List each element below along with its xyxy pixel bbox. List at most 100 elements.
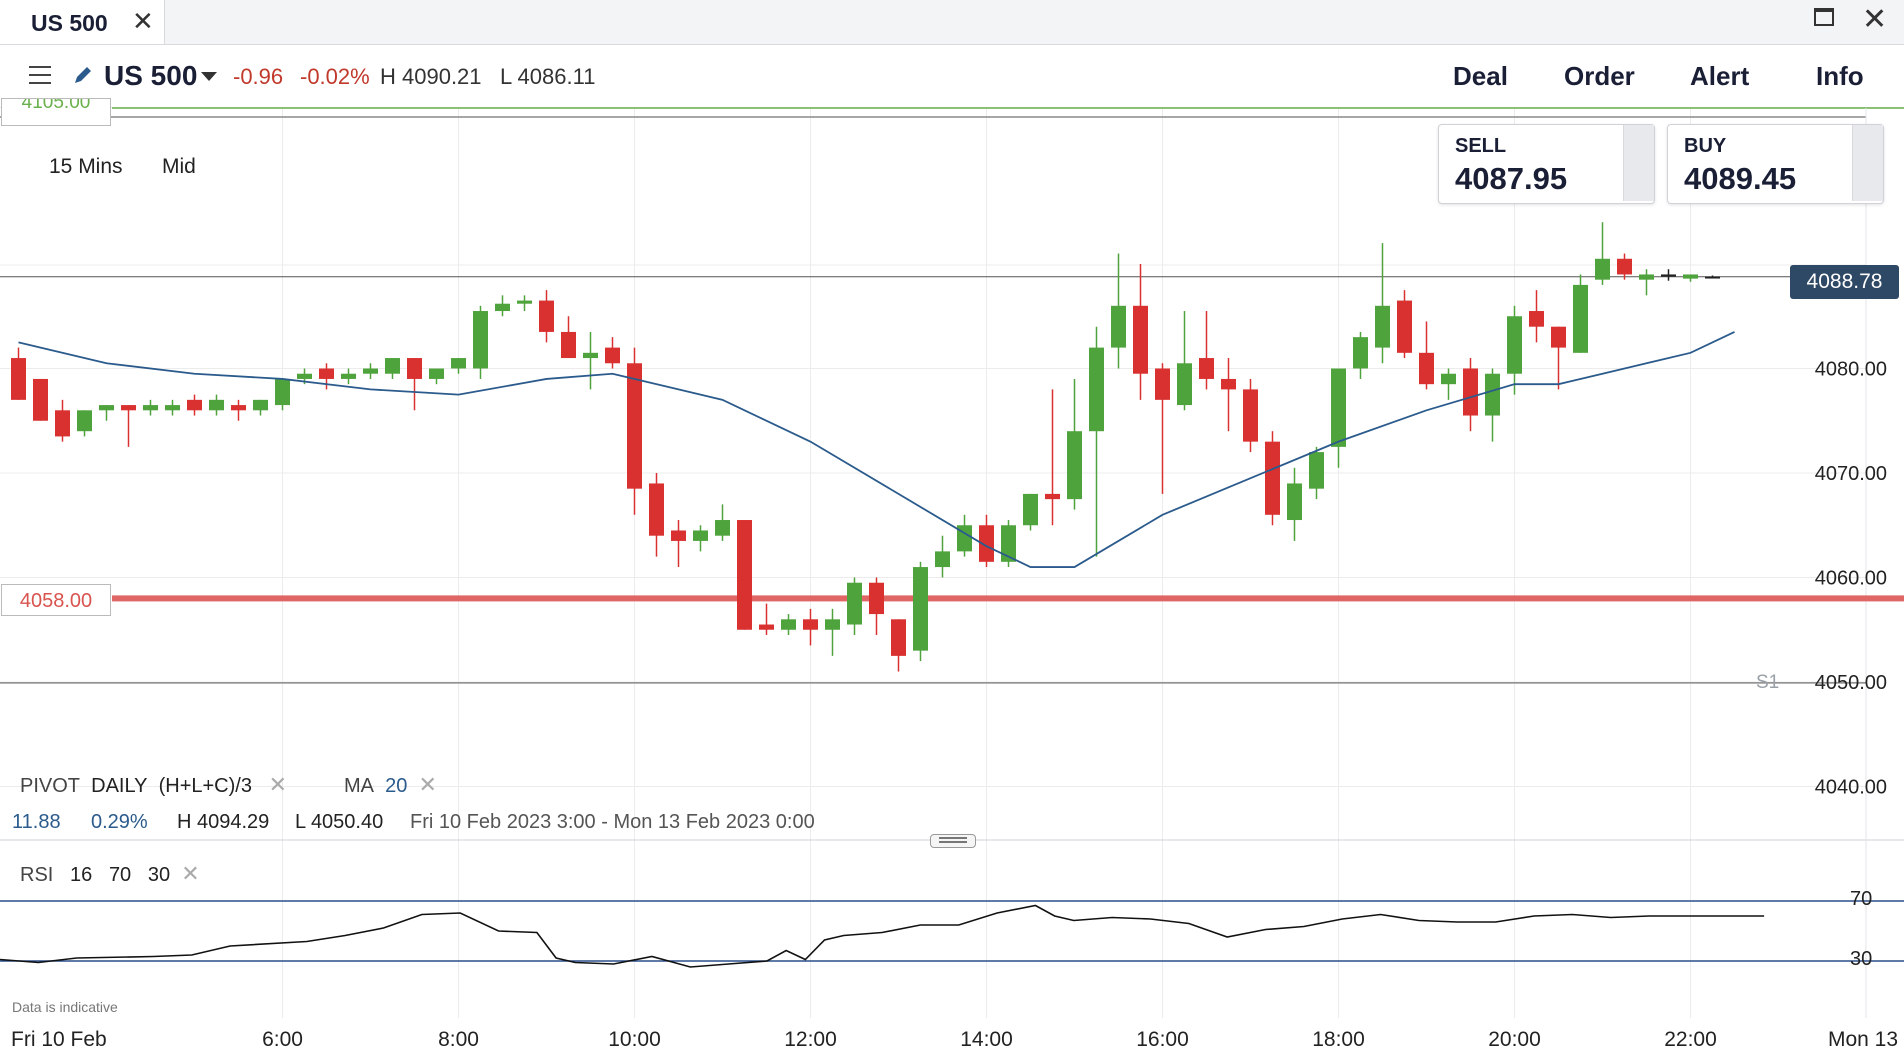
candle-body (363, 368, 378, 374)
candle-body (473, 311, 488, 369)
chart-levels (0, 276, 1904, 684)
pencil-icon[interactable] (72, 64, 94, 86)
candle-body (693, 530, 708, 541)
candle-body (55, 410, 70, 437)
rsi-param-period: 16 (70, 864, 93, 886)
candle-body (935, 551, 950, 568)
deal-button[interactable]: Deal (1453, 61, 1508, 91)
pivot-formula: (H+L+C)/3 (158, 775, 252, 797)
rsi-legend: RSI 16 70 30 ✕ (20, 861, 200, 887)
candle-body (737, 520, 752, 630)
pivot-remove-icon[interactable]: ✕ (268, 772, 288, 797)
stats-change-abs: 11.88 (12, 811, 61, 833)
candle-body (33, 378, 48, 421)
stats-high: H 4094.29 (177, 811, 270, 833)
candle-body (1089, 347, 1104, 432)
y-axis: 4080.00 4070.00 4060.00 4050.00 4040.00 (1815, 359, 1887, 799)
candle-body (561, 331, 576, 359)
rsi-remove-icon[interactable]: ✕ (181, 861, 200, 886)
rsi-level-70: 70 (1850, 888, 1873, 910)
candlestick-series (11, 222, 1720, 672)
maximize-icon[interactable] (1814, 8, 1834, 26)
window-tab[interactable] (0, 0, 165, 44)
sell-button[interactable]: SELL 4087.95 (1438, 124, 1655, 204)
ma-line (18, 331, 1735, 568)
buy-price: 4089.45 (1684, 161, 1797, 196)
candle-body (1221, 378, 1236, 390)
x-tick-label: 10:00 (608, 1028, 661, 1051)
tab-close-icon[interactable]: ✕ (132, 6, 154, 36)
candle-body (781, 619, 796, 630)
candle-body (913, 567, 928, 651)
candle-body (605, 347, 620, 364)
session-low: L 4086.11 (500, 64, 596, 89)
rsi-param-lower: 30 (147, 864, 171, 886)
x-tick-label: 6:00 (262, 1028, 303, 1051)
window-title-bar (0, 0, 1904, 45)
ma-remove-icon[interactable]: ✕ (418, 772, 437, 797)
data-disclaimer: Data is indicative (12, 999, 118, 1015)
candle-body (1683, 274, 1698, 279)
ma-name: MA (344, 775, 374, 797)
candle-body (1067, 431, 1082, 500)
buy-button[interactable]: BUY 4089.45 (1667, 124, 1884, 204)
price-change-percent: -0.02% (300, 64, 370, 89)
candle-body (121, 405, 136, 411)
hamburger-icon[interactable] (29, 66, 51, 84)
pivot-legend: PIVOT DAILY (H+L+C)/3 ✕ (20, 772, 287, 798)
candle-body (429, 368, 444, 379)
candle-body (847, 582, 862, 625)
candle-body (1573, 284, 1588, 353)
candle-body (209, 399, 224, 411)
candle-body (1023, 493, 1038, 526)
candle-body (253, 399, 268, 411)
candle-body (517, 300, 532, 304)
x-tick-label: Fri 10 Feb (11, 1028, 107, 1051)
chart-grid (0, 107, 1904, 1018)
candle-body (1353, 337, 1368, 369)
price-type-selector[interactable]: Mid (162, 155, 196, 178)
instrument-header (0, 45, 1904, 108)
candle-body (1551, 326, 1566, 348)
candle-body (1287, 483, 1302, 521)
level-line-label[interactable]: 4058.00 (1, 584, 111, 616)
ma-period: 20 (385, 775, 408, 797)
rsi-param-upper: 70 (108, 864, 132, 886)
candle-body (1199, 358, 1214, 379)
candle-body (627, 363, 642, 489)
candle-body (407, 358, 422, 379)
instrument-name[interactable]: US 500 (104, 60, 198, 91)
y-tick-label: 4040.00 (1815, 777, 1887, 799)
candle-body (1507, 316, 1522, 374)
pane-resize-handle[interactable] (930, 834, 976, 848)
x-tick-label: 22:00 (1664, 1028, 1717, 1051)
level-line (112, 595, 1904, 602)
chevron-down-icon[interactable] (201, 72, 217, 81)
candle-body (187, 399, 202, 411)
sell-label: SELL (1455, 135, 1507, 157)
y-tick-label: 4060.00 (1815, 568, 1887, 590)
interval-selector[interactable]: 15 Mins (49, 155, 123, 178)
close-icon[interactable]: ✕ (1862, 3, 1888, 36)
candle-body (1661, 274, 1676, 277)
y-tick-label: 4080.00 (1815, 359, 1887, 381)
pivot-name: PIVOT (20, 775, 81, 797)
candle-body (1419, 352, 1434, 385)
order-button[interactable]: Order (1564, 61, 1635, 91)
price-change-absolute: -0.96 (233, 64, 284, 89)
candle-body (1045, 493, 1060, 500)
s1-pivot-label: S1 (1756, 672, 1780, 693)
candle-body (1001, 525, 1016, 562)
stats-change-pct: 0.29% (91, 811, 148, 833)
x-tick-label: 8:00 (438, 1028, 479, 1051)
alert-button[interactable]: Alert (1690, 61, 1750, 91)
candle-body (671, 530, 686, 541)
candle-body (649, 483, 664, 536)
candle-body (1265, 441, 1280, 515)
candle-body (297, 373, 312, 379)
candle-body (341, 373, 356, 379)
y-tick-label: 4070.00 (1815, 463, 1887, 485)
info-button[interactable]: Info (1816, 61, 1864, 91)
x-tick-label: 12:00 (784, 1028, 837, 1051)
